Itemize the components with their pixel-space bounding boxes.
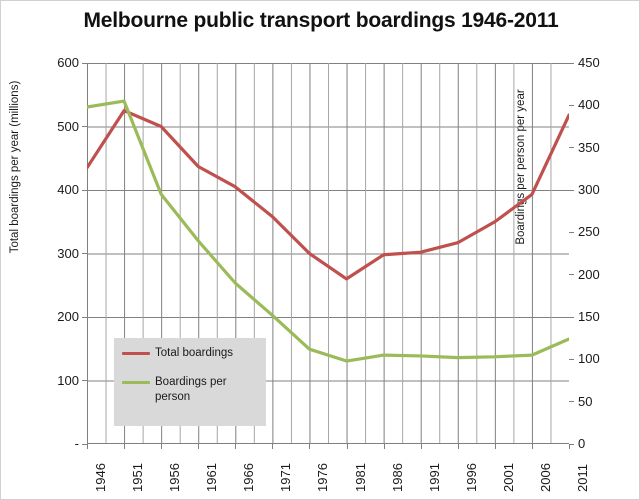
axis-tick-mark xyxy=(569,443,574,445)
axis-tick-mark xyxy=(87,444,88,449)
x-axis-tick-label: 1991 xyxy=(426,463,442,492)
x-axis-tick-label: 1976 xyxy=(315,463,331,492)
axis-tick-mark xyxy=(569,147,574,149)
x-axis-tick-label: 2006 xyxy=(537,463,553,492)
x-axis-tick-label: 1951 xyxy=(130,463,146,492)
x-axis-ticks: 1946 1951 1956 1961 1966 1971 1976 1981 1986 1991… xyxy=(87,444,590,499)
axis-tick-mark xyxy=(82,189,87,191)
axis-tick-mark xyxy=(346,444,348,449)
axis-tick-mark xyxy=(198,444,200,449)
axis-tick-mark xyxy=(569,104,574,106)
y-axis-right-tick-label: 300 xyxy=(578,182,600,197)
legend-color-swatch xyxy=(122,352,150,355)
y-axis-right-ticks: 450 400 350 300 250 200 150 100 50 0 xyxy=(569,56,639,450)
axis-tick-mark xyxy=(569,231,574,233)
legend-label: Boardings per person xyxy=(155,376,227,403)
axis-tick-mark xyxy=(569,62,574,64)
y-axis-left-tick-label: 500 xyxy=(57,118,79,134)
plot-svg xyxy=(87,63,569,444)
x-axis-tick-label: 1996 xyxy=(463,463,479,492)
axis-tick-mark xyxy=(82,380,87,381)
chart-title: Melbourne public transport boardings 194… xyxy=(83,9,559,32)
legend-color-swatch xyxy=(122,381,150,384)
y-axis-right-tick-label: 0 xyxy=(578,436,586,451)
axis-tick-mark xyxy=(569,316,574,318)
y-axis-left-tick-label: 600 xyxy=(57,55,79,70)
axis-tick-mark xyxy=(124,444,126,449)
axis-tick-mark xyxy=(531,444,533,449)
axis-tick-mark xyxy=(569,444,570,449)
axis-tick-mark xyxy=(569,189,574,191)
y-axis-left-tick-label: 400 xyxy=(57,182,79,197)
axis-tick-mark xyxy=(82,62,87,64)
y-axis-left-tick-label: 300 xyxy=(57,245,79,261)
axis-tick-mark xyxy=(383,444,385,449)
x-axis-tick-label: 1956 xyxy=(167,463,183,492)
axis-tick-mark xyxy=(82,316,87,318)
y-axis-right-tick-label: 150 xyxy=(578,309,600,324)
axis-tick-mark xyxy=(82,253,87,254)
series-line-1 xyxy=(87,109,569,281)
x-axis-tick-label: 1961 xyxy=(204,463,220,492)
y-axis-left-ticks: 600 500 400 300 200 100 - xyxy=(1,56,87,450)
chart-legend: Total boardings Boardings per person xyxy=(114,338,266,426)
x-axis-tick-label: 1986 xyxy=(389,463,405,492)
y-axis-right-tick-label: 100 xyxy=(578,351,600,367)
y-axis-right-tick-label: 50 xyxy=(578,393,593,409)
x-axis-tick-label: 1971 xyxy=(278,463,294,492)
axis-tick-mark xyxy=(82,126,87,127)
axis-tick-mark xyxy=(457,444,459,449)
legend-label: Total boardings xyxy=(155,347,233,359)
y-axis-left-tick-label: - xyxy=(74,436,79,451)
y-axis-left-title: Total boardings per year (millions) xyxy=(9,80,21,254)
x-axis-tick-label: 2011 xyxy=(575,464,590,492)
axis-tick-mark xyxy=(161,444,163,449)
axis-tick-mark xyxy=(82,443,87,445)
axis-tick-mark xyxy=(569,274,574,276)
x-axis-tick-label: 1981 xyxy=(352,463,368,492)
axis-tick-mark xyxy=(309,444,311,449)
axis-tick-mark xyxy=(569,358,574,360)
y-axis-right-tick-label: 250 xyxy=(578,224,600,240)
legend-entry[interactable]: Boardings per person xyxy=(122,375,260,405)
x-axis-tick-label: 1966 xyxy=(241,463,257,492)
axis-tick-mark xyxy=(420,444,422,449)
y-axis-right-tick-label: 350 xyxy=(578,139,600,155)
y-axis-left-tick-label: 200 xyxy=(57,309,79,324)
axis-tick-mark xyxy=(272,444,274,449)
axis-tick-mark xyxy=(569,401,574,403)
axis-tick-mark xyxy=(494,444,496,449)
plot-area xyxy=(87,63,569,444)
axis-tick-mark xyxy=(235,444,237,449)
x-axis-tick-label: 1946 xyxy=(93,463,108,492)
y-axis-right-tick-label: 200 xyxy=(578,266,600,282)
x-axis-tick-label: 2001 xyxy=(500,463,516,492)
series-line-2 xyxy=(87,99,569,363)
legend-entry[interactable]: Total boardings xyxy=(122,346,260,361)
y-axis-left-tick-label: 100 xyxy=(57,372,79,388)
y-axis-right-tick-label: 450 xyxy=(578,55,600,70)
y-axis-right-tick-label: 400 xyxy=(578,97,600,113)
